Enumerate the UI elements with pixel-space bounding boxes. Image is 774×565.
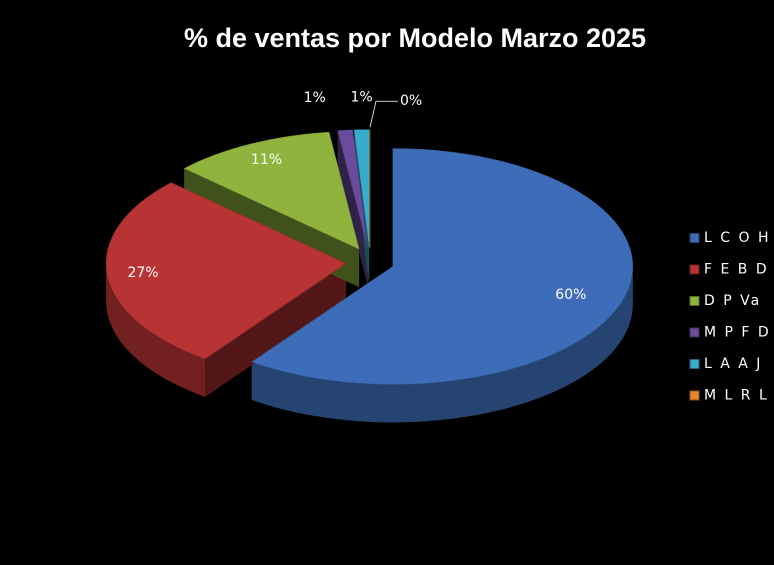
data-label: 11% (251, 152, 282, 168)
legend-label: L C O H (704, 230, 770, 246)
data-label: 27% (127, 265, 158, 281)
pie-slice (337, 129, 368, 248)
data-labels: 60% 27% 11% 1% 1% 0% (127, 89, 586, 303)
legend-swatch (689, 296, 700, 306)
legend-label: L A A J (704, 356, 762, 372)
slice-rim (106, 263, 206, 397)
legend-swatch (689, 233, 700, 243)
slice-wall (337, 130, 368, 286)
data-label: 0% (400, 93, 422, 109)
data-label: 1% (304, 90, 326, 106)
pie-slice (183, 131, 360, 250)
legend: L C O H F E B D D P Va M P F D L A A J M L R … (689, 230, 771, 404)
pie-slice (251, 148, 634, 385)
data-label: 1% (350, 89, 372, 105)
pie-slice (105, 182, 347, 360)
pie-slice (353, 129, 370, 248)
legend-label: F E B D (704, 262, 769, 278)
legend-label: M L R L (704, 388, 769, 404)
legend-swatch (689, 359, 700, 369)
leader-line (369, 100, 398, 128)
legend-swatch (689, 327, 700, 338)
legend-swatch (689, 390, 700, 401)
legend-label: D P Va (704, 293, 761, 309)
legend-label: M P F D (704, 325, 771, 341)
slice-rim (251, 266, 633, 423)
chart-title: % de ventas por Modelo Marzo 2025 (184, 23, 646, 53)
data-label: 60% (555, 287, 586, 303)
slice-wall (205, 263, 347, 397)
pie-tops (105, 129, 634, 385)
legend-swatch (689, 264, 700, 275)
